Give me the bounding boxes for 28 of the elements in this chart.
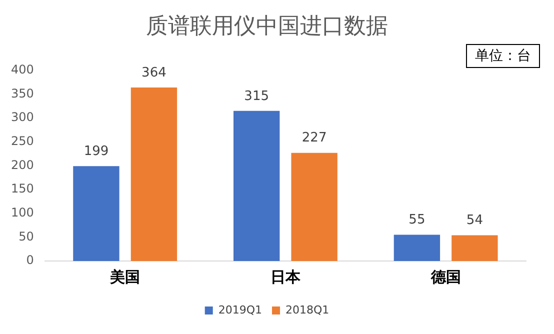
data-label: 227 — [302, 130, 327, 146]
bar — [452, 235, 498, 261]
bar — [291, 152, 338, 261]
bar — [233, 110, 280, 261]
legend-label: 2018Q1 — [286, 303, 330, 316]
y-tick-label: 250 — [11, 134, 34, 148]
bar — [394, 234, 440, 261]
data-label: 54 — [466, 213, 483, 228]
text: 单位：台 — [466, 44, 540, 68]
y-tick-label: 350 — [11, 86, 34, 100]
bar — [73, 166, 120, 261]
legend-label: 2019Q1 — [218, 303, 262, 316]
y-tick-label: 400 — [11, 62, 34, 77]
data-label: 199 — [84, 144, 109, 160]
y-tick-label: 100 — [11, 205, 34, 220]
chart-title: 质谱联用仪中国进口数据 — [146, 14, 388, 39]
data-label: 364 — [142, 65, 166, 80]
x-tick-label: 美国 — [109, 268, 140, 286]
data-label: 315 — [244, 88, 269, 104]
y-tick-label: 50 — [18, 229, 34, 244]
data-label: 55 — [408, 212, 426, 228]
y-tick-label: 300 — [11, 110, 34, 124]
bar — [130, 88, 178, 261]
x-tick-label: 德国 — [430, 268, 461, 286]
y-tick-label: 0 — [26, 253, 34, 268]
y-tick-label: 200 — [11, 158, 34, 172]
y-tick-label: 150 — [11, 182, 34, 196]
x-tick-label: 日本 — [270, 268, 302, 286]
